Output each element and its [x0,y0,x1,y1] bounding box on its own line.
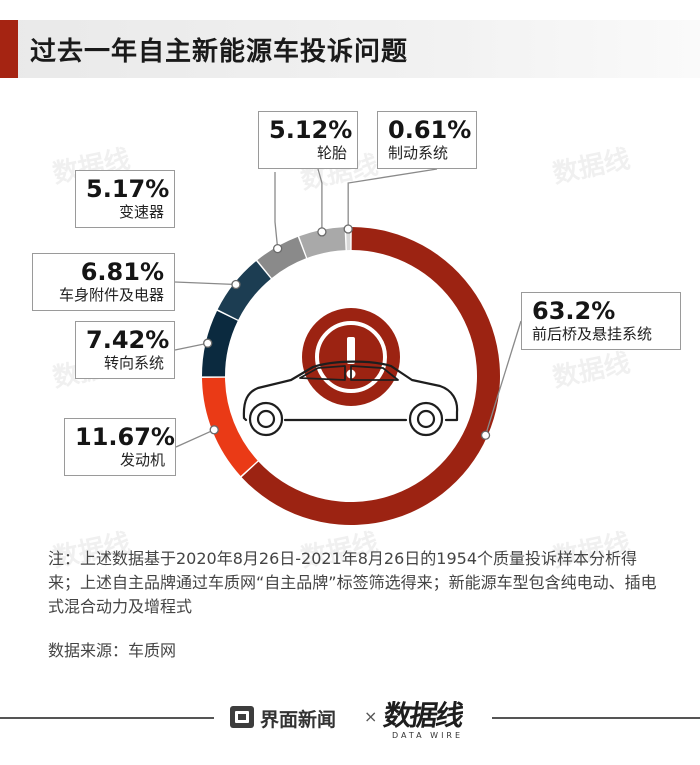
chart-title: 过去一年自主新能源车投诉问题 [30,37,409,67]
footer-divider-left [0,717,214,719]
title-accent-bar [0,20,18,78]
donut-segment [299,227,346,258]
leader-dot [480,430,491,440]
label-body-electrical: 6.81% 车身附件及电器 [32,253,175,311]
datawire-logo-sub: DATA WIRE [392,731,464,740]
label-name: 发动机 [119,451,165,469]
title-band [0,20,700,78]
label-brakes: 0.61% 制动系统 [377,111,477,169]
donut-segments [202,227,501,525]
label-name: 变速器 [118,203,164,221]
label-value: 5.17% [86,175,170,203]
label-transmission: 5.17% 变速器 [75,170,175,228]
donut-segment [241,227,501,525]
leader-dot [343,224,353,234]
leader-dot [272,243,283,254]
leader-line [174,342,208,351]
footer-divider-right [492,717,700,719]
label-value: 7.42% [86,326,170,354]
donut-segment [217,261,271,320]
label-name: 车身附件及电器 [58,286,164,304]
label-name: 转向系统 [103,354,164,372]
label-name: 制动系统 [388,144,449,162]
donut-segment [202,377,258,477]
label-name: 轮胎 [316,144,347,162]
footnote: 注：上述数据基于2020年8月26日-2021年8月26日的1954个质量投诉样… [48,549,657,616]
leader-lines [174,168,522,448]
leader-dot [231,279,241,290]
label-value: 0.61% [388,116,472,144]
donut-segment [202,310,238,377]
warning-ring [315,321,387,393]
center-illustration [242,308,459,437]
datawire-logo: 数据线 [381,699,465,732]
leader-line [175,429,215,448]
leader-dot [203,338,213,348]
footer-brand: 界面新闻 [260,709,337,731]
jiemian-logo-icon [230,706,254,728]
label-value: 5.12% [269,116,353,144]
label-tires: 5.12% 轮胎 [258,111,358,169]
label-suspension: 63.2% 前后桥及悬挂系统 [521,292,681,350]
label-value: 11.67% [75,423,175,451]
leader-dot [209,425,219,435]
label-name: 前后桥及悬挂系统 [532,325,653,343]
leader-line [484,320,522,436]
label-engine: 11.67% 发动机 [64,418,176,476]
leader-line [274,172,279,249]
data-source: 数据来源：车质网 [48,641,177,660]
exclamation-bar [347,337,355,364]
donut-segment [257,236,306,278]
leader-line [317,168,323,232]
leader-line [347,168,438,230]
label-steering: 7.42% 转向系统 [75,321,175,379]
label-value: 63.2% [532,297,616,325]
leader-line [174,281,236,286]
label-value: 6.81% [80,258,164,286]
car-outline-icon [242,360,459,437]
footer-separator: × [364,707,378,726]
leader-dot [317,227,327,237]
